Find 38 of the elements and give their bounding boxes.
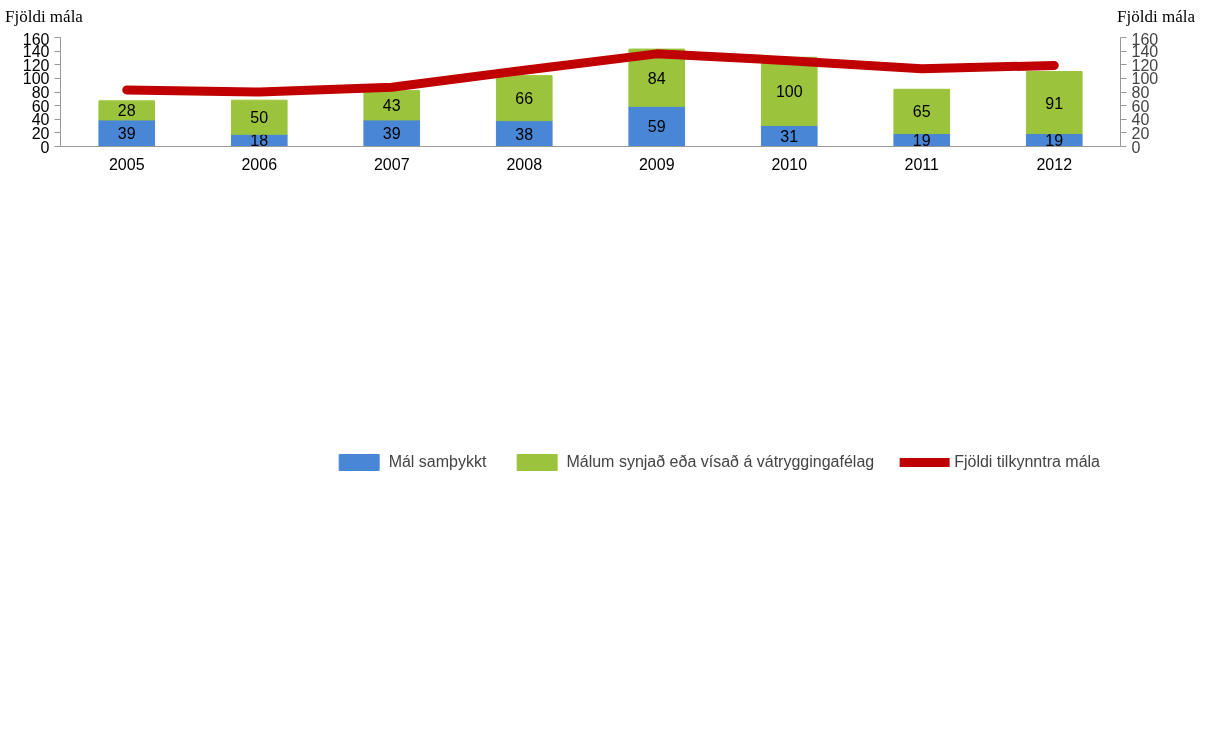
data-label: 91 bbox=[1045, 94, 1064, 112]
x-tick-label: 2008 bbox=[506, 155, 543, 173]
x-tick-label: 2005 bbox=[108, 155, 145, 173]
data-label: 66 bbox=[515, 90, 534, 108]
bar bbox=[1025, 71, 1083, 135]
legend-label: Málum synjað eða vísað á vátryggingafélag bbox=[566, 453, 875, 471]
x-tick-label: 2011 bbox=[904, 155, 940, 173]
data-label: 39 bbox=[382, 125, 401, 143]
data-label: 31 bbox=[780, 127, 799, 145]
data-label: 84 bbox=[647, 69, 666, 87]
bar bbox=[363, 90, 421, 121]
data-label: 39 bbox=[117, 125, 136, 143]
x-tick-label: 2007 bbox=[373, 155, 410, 173]
data-label: 59 bbox=[647, 118, 666, 136]
bar bbox=[893, 88, 951, 135]
data-label: 28 bbox=[117, 102, 136, 120]
x-tick-label: 2009 bbox=[638, 155, 675, 173]
data-label: 19 bbox=[1045, 132, 1064, 150]
bar bbox=[98, 100, 156, 121]
bar bbox=[230, 99, 288, 135]
x-tick-label: 2006 bbox=[241, 155, 278, 173]
x-tick-label: 2012 bbox=[1036, 155, 1073, 173]
legend-label: Mál samþykkt bbox=[388, 453, 487, 471]
data-label: 65 bbox=[912, 103, 931, 121]
data-label: 43 bbox=[382, 97, 401, 115]
bar bbox=[628, 105, 686, 147]
bar bbox=[495, 75, 553, 122]
y-tick-label: 80 bbox=[31, 84, 50, 101]
x-tick-label: 2010 bbox=[771, 155, 808, 173]
y-axis-title: Fjöldi mála bbox=[5, 6, 83, 28]
y2-tick-label: 80 bbox=[1131, 84, 1150, 101]
data-label: 100 bbox=[775, 83, 803, 101]
legend-label: Fjöldi tilkynntra mála bbox=[954, 453, 1100, 471]
data-label: 50 bbox=[250, 109, 269, 127]
data-label: 19 bbox=[912, 132, 931, 150]
data-label: 18 bbox=[250, 132, 269, 150]
data-label: 38 bbox=[515, 125, 534, 143]
y2-axis-title: Fjöldi mála bbox=[1117, 6, 1195, 28]
